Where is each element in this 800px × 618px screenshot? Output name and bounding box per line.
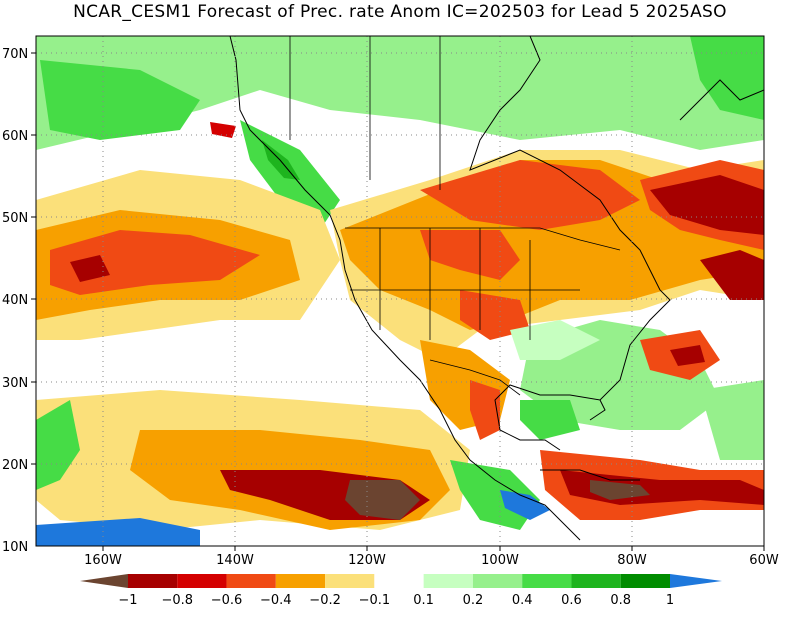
- longitude-labels: 160W 140W 120W 100W 80W 60W: [84, 553, 779, 568]
- lat-label-10n: 10N: [2, 540, 28, 555]
- lat-label-50n: 50N: [2, 211, 28, 226]
- orangered-anomaly-us-central: [460, 290, 530, 340]
- lon-label-120w: 120W: [348, 553, 386, 568]
- legend-label-6: 0.1: [413, 593, 434, 608]
- legend-label-4: −0.2: [309, 593, 341, 608]
- blue-anomaly-central-america: [500, 490, 550, 520]
- legend-label-0: −1: [118, 593, 137, 608]
- legend-box-2: [177, 574, 227, 588]
- orangered-anomaly-central-canada: [420, 160, 640, 230]
- orangered-anomaly-mexico: [470, 380, 500, 440]
- legend-label-2: −0.6: [211, 593, 243, 608]
- green-dark-greenland: [690, 36, 764, 120]
- legend-box-5: [325, 574, 375, 588]
- green-anomaly-arctic: [36, 36, 764, 150]
- legend-box-1: [128, 574, 178, 588]
- axis-ticks: [31, 52, 765, 551]
- green-dark-bc: [262, 140, 300, 180]
- lat-label-40n: 40N: [2, 293, 28, 308]
- lat-label-70n: 70N: [2, 47, 28, 62]
- borders: [289, 36, 621, 396]
- plot-frame: [35, 35, 765, 547]
- legend-box-8: [472, 574, 523, 588]
- lat-label-20n: 20N: [2, 458, 28, 473]
- legend-box-11: [620, 574, 670, 588]
- legend-box-3: [226, 574, 276, 588]
- red-anomaly-nw-coast: [210, 122, 236, 138]
- graticule: [36, 36, 764, 546]
- legend-box-4: [275, 574, 326, 588]
- brown-anomaly-caribbean: [590, 480, 650, 500]
- legend-label-7: 0.2: [463, 593, 484, 608]
- green-anomaly-atlantic-east: [700, 380, 764, 460]
- legend-box-12: [670, 574, 722, 588]
- green-anomaly-west-pacific: [36, 400, 80, 490]
- legend-labels: −1 −0.8 −0.6 −0.4 −0.2 −0.1 0.1 0.2 0.4 0.6 0.8 1: [118, 593, 674, 608]
- blue-anomaly-tropical-pacific: [36, 518, 200, 546]
- lat-label-30n: 30N: [2, 376, 28, 391]
- orangered-anomaly-us-west: [420, 230, 520, 280]
- lightgreen-anomaly-southeast: [510, 320, 600, 360]
- legend-label-1: −0.8: [161, 593, 193, 608]
- legend-label-3: −0.4: [260, 593, 292, 608]
- legend-label-10: 0.8: [610, 593, 631, 608]
- legend-color-boxes: [80, 574, 722, 588]
- lon-label-160w: 160W: [84, 553, 122, 568]
- anomaly-field: [36, 36, 764, 546]
- legend-box-7: [423, 574, 473, 588]
- legend-label-8: 0.4: [512, 593, 533, 608]
- lon-label-60w: 60W: [749, 553, 779, 568]
- green-anomaly-alaska: [40, 60, 200, 140]
- legend-box-0: [80, 574, 128, 588]
- lat-label-60n: 60N: [2, 129, 28, 144]
- darkred-anomaly-newfoundland: [700, 250, 764, 300]
- lon-label-80w: 80W: [617, 553, 647, 568]
- darkred-anomaly-east-canada: [650, 175, 764, 235]
- legend-box-9: [522, 574, 572, 588]
- brown-anomaly-eastern-pacific: [345, 480, 420, 520]
- legend-label-11: 1: [666, 593, 674, 608]
- legend-box-10: [571, 574, 621, 588]
- darkred-anomaly-pacific: [70, 255, 110, 282]
- legend-label-5: −0.1: [359, 593, 391, 608]
- latitude-labels: 70N 60N 50N 40N 30N 20N 10N: [2, 47, 28, 555]
- darkred-anomaly-atlantic: [670, 345, 705, 366]
- lon-label-100w: 100W: [481, 553, 519, 568]
- lon-label-140w: 140W: [216, 553, 254, 568]
- legend-box-6: [374, 574, 424, 588]
- coastlines: [229, 36, 764, 541]
- midgreen-anomaly-gulf: [520, 400, 580, 440]
- map-title: NCAR_CESM1 Forecast of Prec. rate Anom I…: [73, 2, 727, 22]
- legend-label-9: 0.6: [561, 593, 582, 608]
